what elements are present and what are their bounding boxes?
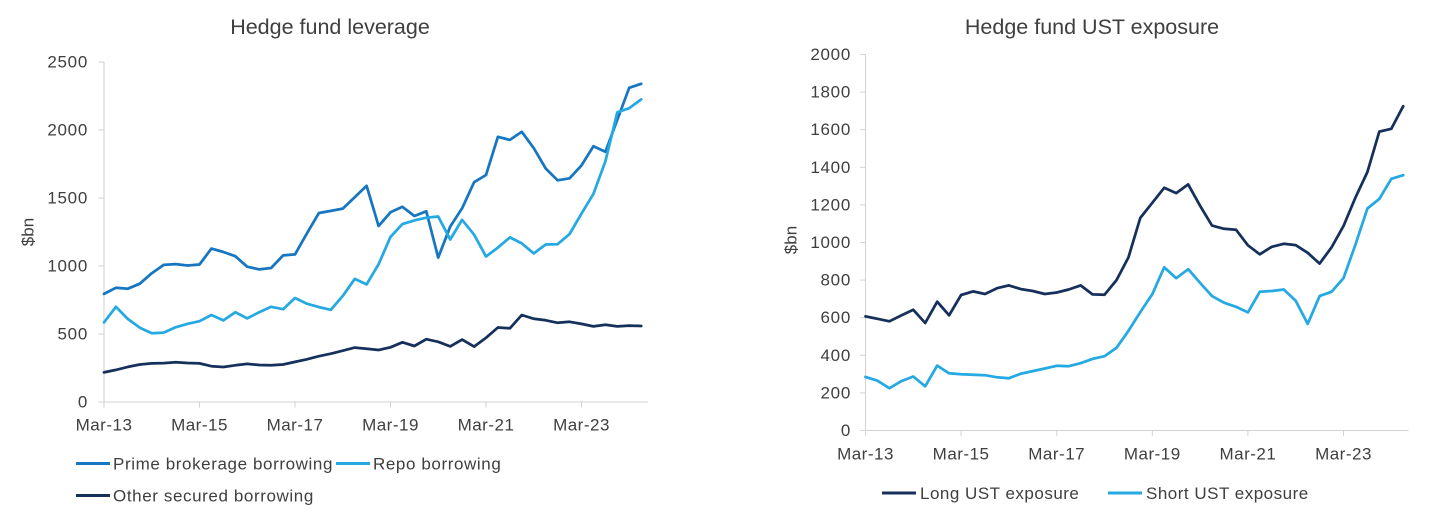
svg-text:Prime brokerage borrowing: Prime brokerage borrowing — [113, 455, 333, 474]
svg-text:0: 0 — [78, 393, 88, 412]
svg-text:Mar-23: Mar-23 — [1315, 445, 1372, 464]
svg-text:1200: 1200 — [810, 195, 851, 214]
svg-text:$bn: $bn — [782, 226, 801, 254]
svg-text:Mar-13: Mar-13 — [76, 416, 133, 435]
svg-text:400: 400 — [821, 346, 851, 365]
svg-text:Mar-17: Mar-17 — [1028, 445, 1085, 464]
svg-text:Mar-21: Mar-21 — [1219, 445, 1276, 464]
svg-text:Mar-15: Mar-15 — [171, 416, 228, 435]
svg-text:1400: 1400 — [810, 158, 851, 177]
svg-text:Mar-21: Mar-21 — [458, 416, 515, 435]
svg-text:Mar-13: Mar-13 — [837, 445, 894, 464]
svg-text:1500: 1500 — [47, 189, 88, 208]
svg-text:800: 800 — [821, 271, 851, 290]
svg-text:Long UST exposure: Long UST exposure — [920, 484, 1079, 503]
svg-text:Mar-23: Mar-23 — [553, 416, 610, 435]
svg-text:200: 200 — [821, 383, 851, 402]
svg-text:500: 500 — [58, 325, 88, 344]
svg-text:Hedge fund leverage: Hedge fund leverage — [230, 15, 430, 39]
svg-text:Other secured borrowing: Other secured borrowing — [113, 487, 314, 506]
svg-text:1000: 1000 — [810, 233, 851, 252]
svg-text:Mar-15: Mar-15 — [933, 445, 990, 464]
svg-text:0: 0 — [841, 421, 851, 440]
svg-text:1600: 1600 — [810, 120, 851, 139]
svg-text:Mar-17: Mar-17 — [267, 416, 324, 435]
svg-text:Short UST exposure: Short UST exposure — [1146, 484, 1309, 503]
svg-text:$bn: $bn — [19, 218, 38, 246]
svg-text:2000: 2000 — [810, 45, 851, 64]
svg-text:2500: 2500 — [47, 53, 88, 72]
svg-text:Mar-19: Mar-19 — [362, 416, 419, 435]
svg-text:Mar-19: Mar-19 — [1124, 445, 1181, 464]
svg-text:Repo borrowing: Repo borrowing — [373, 455, 501, 474]
svg-text:1800: 1800 — [810, 83, 851, 102]
svg-text:1000: 1000 — [47, 257, 88, 276]
svg-text:600: 600 — [821, 308, 851, 327]
svg-text:Hedge fund UST exposure: Hedge fund UST exposure — [965, 15, 1219, 39]
svg-text:2000: 2000 — [47, 121, 88, 140]
